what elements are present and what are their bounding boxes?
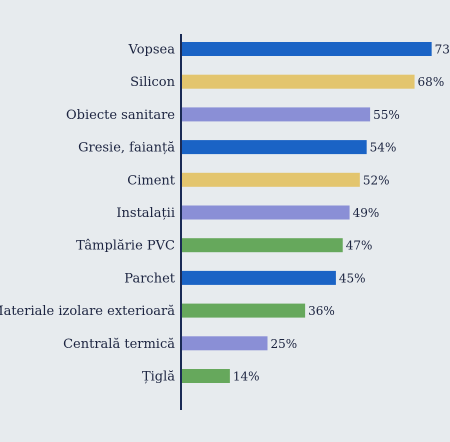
category-label: Obiecte sanitare	[66, 108, 175, 123]
bar	[182, 107, 371, 122]
value-label: 25%	[271, 337, 298, 351]
value-label: 68%	[418, 75, 445, 89]
category-label: Vopsea	[128, 43, 176, 58]
category-label: Țiglă	[142, 370, 175, 385]
bar	[182, 42, 432, 56]
bar	[182, 172, 360, 187]
value-label: 52%	[363, 173, 390, 187]
category-label: Centrală termică	[63, 337, 175, 352]
value-label: 45%	[339, 271, 366, 285]
value-label: 36%	[308, 304, 335, 318]
category-label: Tâmplărie PVC	[76, 239, 175, 254]
value-label: 54%	[370, 141, 397, 155]
value-label: 47%	[346, 239, 373, 253]
value-label: 49%	[353, 206, 380, 220]
bar	[182, 303, 306, 318]
value-label: 73	[435, 43, 450, 57]
category-label: Gresie, faianță	[78, 141, 175, 156]
bars-group: Vopsea 73 Silicon 68% Obiecte sanitare 55% Gre…	[0, 42, 450, 385]
bar	[182, 369, 230, 383]
bar	[182, 140, 367, 155]
value-label: 14%	[233, 370, 260, 384]
value-label: 55%	[373, 108, 400, 122]
bar	[182, 238, 343, 253]
bar	[182, 336, 268, 351]
category-label: Instalații	[116, 206, 175, 221]
category-label: Silicon	[130, 75, 175, 90]
bar	[182, 205, 350, 220]
category-label: Parchet	[124, 271, 175, 286]
category-label: Materiale izolare exterioară	[0, 304, 175, 319]
bar	[182, 270, 336, 285]
category-label: Ciment	[127, 173, 175, 188]
bar	[182, 74, 415, 89]
